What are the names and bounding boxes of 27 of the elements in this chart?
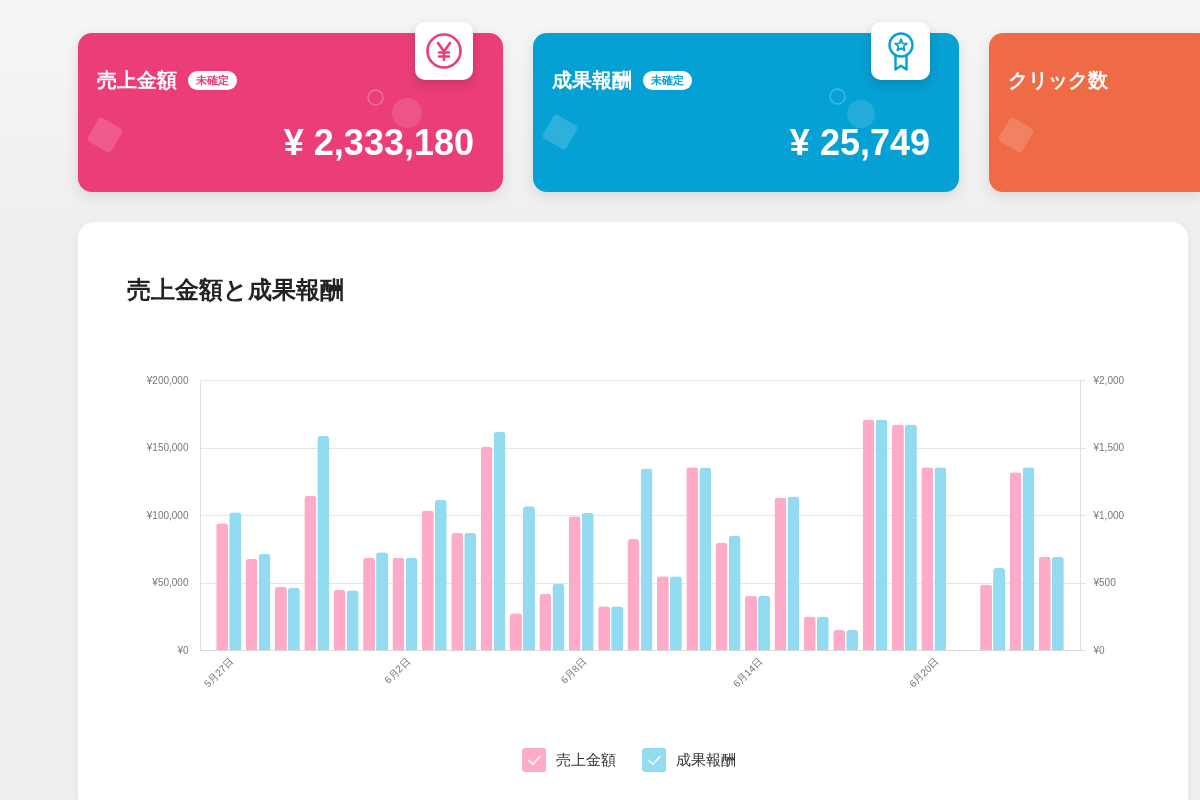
x-tick-label: 6月2日 (382, 655, 413, 686)
x-tick-label: 6月14日 (730, 655, 765, 690)
text: クリック数 (1008, 67, 1108, 93)
y-tick-label: ¥200,000 (145, 374, 189, 386)
y2-tick-label: ¥2,000 (1092, 374, 1125, 386)
y2-tick-label: ¥500 (1092, 577, 1117, 588)
bar (509, 613, 522, 650)
bar (522, 506, 535, 650)
x-tick-label: 5月27日 (202, 655, 236, 690)
y2-tick-label: ¥0 (1092, 644, 1106, 656)
y-tick-label: ¥0 (176, 644, 189, 656)
y-tick-label: ¥50,000 (151, 577, 189, 588)
chart-title: 売上金額と成果報酬 (127, 276, 344, 303)
text: ¥ 25,749 (789, 122, 930, 164)
x-tick-label: 6月8日 (558, 655, 589, 686)
legend-label: 成果報酬 (676, 751, 737, 768)
y2-tick-label: ¥1,500 (1092, 442, 1125, 453)
status-badge: 未確定 (643, 70, 692, 90)
y-tick-label: ¥150,000 (145, 442, 189, 453)
status-badge: 未確定 (188, 70, 237, 90)
legend-label: 売上金額 (556, 751, 617, 768)
y2-tick-label: ¥1,000 (1092, 509, 1125, 521)
y-tick-label: ¥100,000 (145, 509, 189, 521)
x-tick-label: 6月20日 (907, 655, 941, 690)
text: ¥ 2,333,180 (283, 122, 474, 164)
text: 売上金額 (97, 67, 177, 93)
text: 成果報酬 (552, 67, 632, 93)
